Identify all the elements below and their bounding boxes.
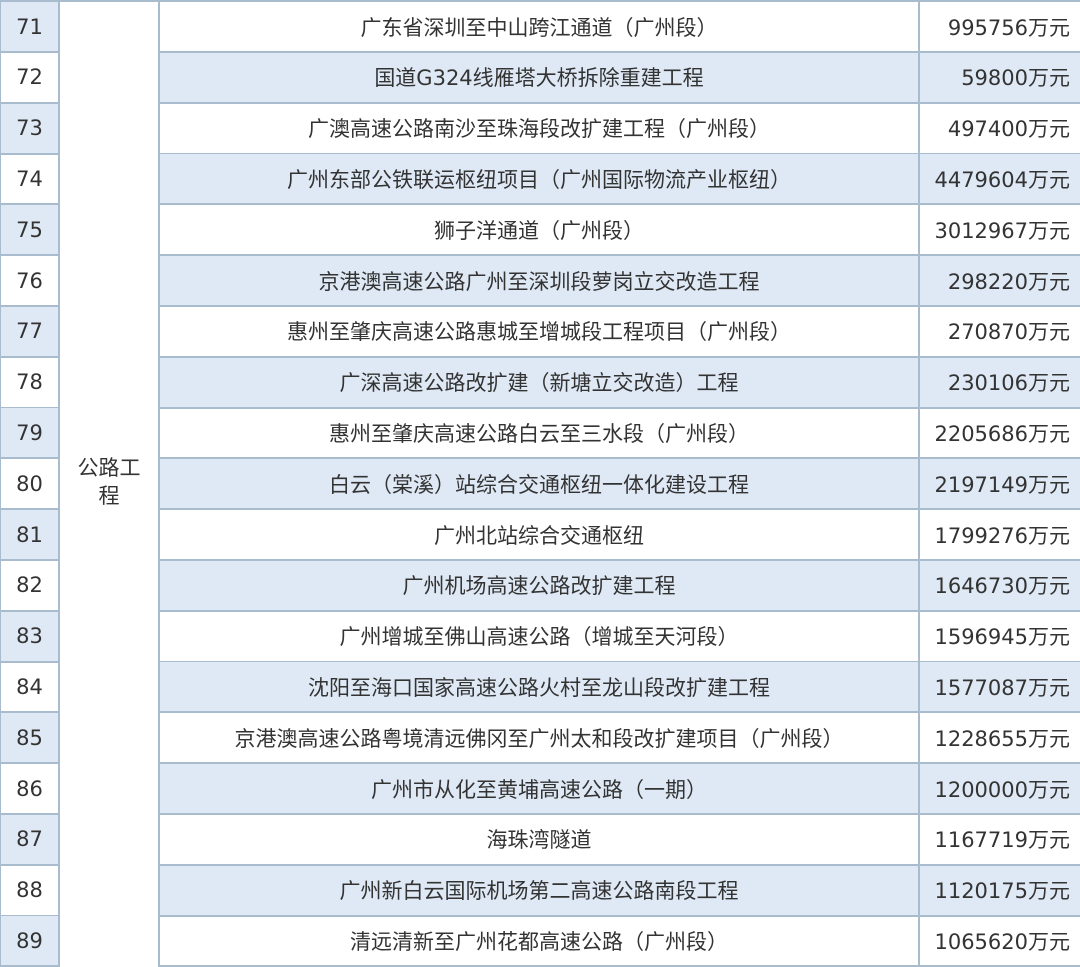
table-row: 78 广深高速公路改扩建（新塘立交改造）工程 230106万元 (0, 357, 1080, 409)
table-row: 86 广州市从化至黄埔高速公路（一期） 1200000万元 (0, 764, 1080, 815)
investment-amount: 3012967万元 (920, 205, 1080, 257)
row-number: 85 (0, 713, 60, 765)
row-number: 82 (0, 560, 60, 612)
row-number: 77 (0, 306, 60, 358)
project-name: 广州机场高速公路改扩建工程 (158, 560, 920, 612)
table-row: 81 广州北站综合交通枢纽 1799276万元 (0, 510, 1080, 561)
project-name: 广州北站综合交通枢纽 (158, 510, 920, 561)
table-row: 80 白云（棠溪）站综合交通枢纽一体化建设工程 2197149万元 (0, 459, 1080, 511)
table-row: 75 狮子洋通道（广州段） 3012967万元 (0, 205, 1080, 257)
project-name: 广州东部公铁联运枢纽项目（广州国际物流产业枢纽） (158, 154, 920, 206)
project-name: 广澳高速公路南沙至珠海段改扩建工程（广州段） (158, 103, 920, 155)
project-name: 清远清新至广州花都高速公路（广州段） (158, 916, 920, 967)
investment-amount: 995756万元 (920, 2, 1080, 53)
row-number: 89 (0, 916, 60, 967)
investment-amount: 1646730万元 (920, 560, 1080, 612)
investment-amount: 270870万元 (920, 307, 1080, 358)
row-number: 73 (0, 103, 60, 155)
investment-amount: 1799276万元 (920, 510, 1080, 561)
category-cell: 公路工程 (60, 2, 158, 962)
table-row: 77 惠州至肇庆高速公路惠城至增城段工程项目（广州段） 270870万元 (0, 306, 1080, 358)
row-number: 72 (0, 52, 60, 104)
table-row: 88 广州新白云国际机场第二高速公路南段工程 1120175万元 (0, 865, 1080, 917)
investment-amount: 1596945万元 (920, 612, 1080, 663)
investment-amount: 1200000万元 (920, 764, 1080, 815)
row-number: 71 (0, 2, 60, 53)
project-name: 京港澳高速公路粤境清远佛冈至广州太和段改扩建项目（广州段） (158, 713, 920, 765)
row-number: 88 (0, 865, 60, 917)
table-row: 73 广澳高速公路南沙至珠海段改扩建工程（广州段） 497400万元 (0, 103, 1080, 155)
project-name: 惠州至肇庆高速公路惠城至增城段工程项目（广州段） (158, 306, 920, 358)
table-row: 76 京港澳高速公路广州至深圳段萝岗立交改造工程 298220万元 (0, 256, 1080, 307)
project-name: 海珠湾隧道 (158, 814, 920, 866)
row-number: 75 (0, 205, 60, 257)
project-name: 狮子洋通道（广州段） (158, 205, 920, 257)
investment-amount: 4479604万元 (920, 154, 1080, 206)
table-top-border (0, 0, 1080, 2)
row-number: 76 (0, 256, 60, 307)
row-number: 86 (0, 764, 60, 815)
investment-amount: 1120175万元 (920, 865, 1080, 917)
project-name: 广深高速公路改扩建（新塘立交改造）工程 (158, 357, 920, 409)
project-name: 广州增城至佛山高速公路（增城至天河段） (158, 611, 920, 663)
project-name: 广东省深圳至中山跨江通道（广州段） (158, 2, 920, 53)
table-row: 72 国道G324线雁塔大桥拆除重建工程 59800万元 (0, 52, 1080, 104)
row-number: 87 (0, 814, 60, 866)
investment-amount: 1065620万元 (920, 916, 1080, 967)
row-number: 74 (0, 154, 60, 206)
row-number: 84 (0, 662, 60, 714)
table-row: 83 广州增城至佛山高速公路（增城至天河段） 1596945万元 (0, 611, 1080, 663)
table-row: 87 海珠湾隧道 1167719万元 (0, 814, 1080, 866)
row-number: 78 (0, 357, 60, 409)
row-number: 79 (0, 408, 60, 460)
row-number: 80 (0, 459, 60, 511)
table-row: 71 广东省深圳至中山跨江通道（广州段） 995756万元 (0, 2, 1080, 53)
table-row: 85 京港澳高速公路粤境清远佛冈至广州太和段改扩建项目（广州段） 1228655万元 (0, 713, 1080, 765)
investment-amount: 2197149万元 (920, 459, 1080, 511)
investment-amount: 59800万元 (920, 52, 1080, 104)
table-row: 89 清远清新至广州花都高速公路（广州段） 1065620万元 (0, 916, 1080, 967)
investment-amount: 2205686万元 (920, 408, 1080, 460)
row-number: 83 (0, 611, 60, 663)
investment-amount: 1228655万元 (920, 713, 1080, 765)
project-name: 国道G324线雁塔大桥拆除重建工程 (158, 52, 920, 104)
table-row: 79 惠州至肇庆高速公路白云至三水段（广州段） 2205686万元 (0, 408, 1080, 460)
table-row: 74 广州东部公铁联运枢纽项目（广州国际物流产业枢纽） 4479604万元 (0, 154, 1080, 206)
project-name: 广州新白云国际机场第二高速公路南段工程 (158, 865, 920, 917)
investment-amount: 1577087万元 (920, 662, 1080, 714)
project-name: 惠州至肇庆高速公路白云至三水段（广州段） (158, 408, 920, 460)
investment-amount: 497400万元 (920, 104, 1080, 155)
table-row: 84 沈阳至海口国家高速公路火村至龙山段改扩建工程 1577087万元 (0, 662, 1080, 714)
investment-amount: 230106万元 (920, 357, 1080, 409)
project-name: 京港澳高速公路广州至深圳段萝岗立交改造工程 (158, 256, 920, 307)
investment-amount: 1167719万元 (920, 815, 1080, 866)
investment-amount: 298220万元 (920, 256, 1080, 307)
project-name: 沈阳至海口国家高速公路火村至龙山段改扩建工程 (158, 662, 920, 714)
project-name: 广州市从化至黄埔高速公路（一期） (158, 764, 920, 815)
table-row: 82 广州机场高速公路改扩建工程 1646730万元 (0, 560, 1080, 612)
project-name: 白云（棠溪）站综合交通枢纽一体化建设工程 (158, 459, 920, 511)
row-number: 81 (0, 510, 60, 561)
